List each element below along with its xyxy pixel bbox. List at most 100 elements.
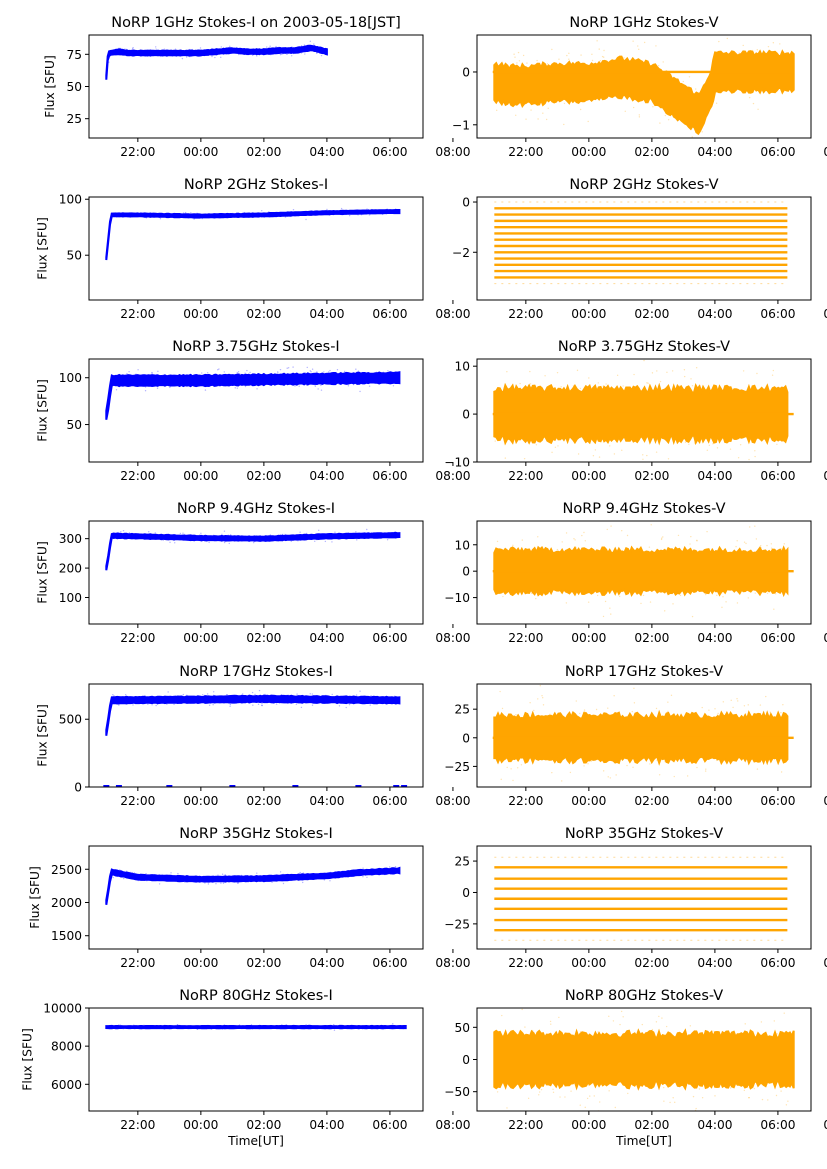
panel-title: NoRP 17GHz Stokes-V — [565, 664, 723, 680]
data-point — [533, 998, 534, 999]
data-point — [743, 705, 746, 707]
data-point — [359, 690, 361, 692]
data-point — [266, 46, 268, 48]
data-point — [619, 1023, 621, 1026]
data-point — [392, 385, 395, 387]
data-point — [313, 43, 315, 45]
data-point — [568, 58, 570, 60]
x-tick-label: 00:00 — [571, 307, 606, 321]
zero-marker — [355, 785, 362, 787]
data-point — [229, 703, 232, 706]
data-point — [614, 1106, 617, 1109]
data-point — [665, 1025, 668, 1028]
data-point — [563, 102, 566, 105]
data-point — [324, 540, 327, 543]
panel-title: NoRP 80GHz Stokes-V — [565, 988, 723, 1004]
x-tick-label: 02:00 — [634, 307, 669, 321]
data-point — [529, 383, 532, 385]
data-point — [144, 390, 147, 392]
data-point — [684, 441, 687, 443]
data-point — [204, 882, 206, 884]
data-point — [234, 387, 236, 389]
data-point — [506, 371, 508, 373]
x-tick-label: 04:00 — [697, 145, 732, 159]
data-point — [537, 118, 539, 120]
data-point — [128, 370, 130, 373]
data-point — [305, 218, 307, 221]
y-tick-label: −50 — [444, 1085, 470, 1099]
data-point — [236, 387, 238, 389]
data-point — [229, 705, 231, 707]
data-point — [200, 532, 202, 534]
data-point — [554, 446, 557, 448]
data-point — [521, 1008, 523, 1011]
data-point — [257, 703, 260, 706]
data-point — [277, 371, 279, 373]
data-point — [766, 544, 768, 547]
data-point — [229, 45, 231, 48]
x-tick-label: 04:00 — [697, 307, 732, 321]
data-point — [766, 592, 769, 595]
data-point — [249, 371, 251, 374]
data-point — [587, 120, 589, 123]
data-point — [557, 445, 559, 447]
data-point — [626, 534, 629, 537]
data-point — [512, 544, 514, 546]
x-tick-label: 00:00 — [183, 1118, 218, 1132]
x-tick-label: 02:00 — [246, 469, 281, 483]
data-point — [705, 768, 707, 770]
data-point — [754, 455, 756, 458]
panel-title: NoRP 1GHz Stokes-V — [569, 15, 718, 31]
y-tick-label: 500 — [59, 713, 82, 727]
data-point — [632, 40, 634, 42]
data-point — [714, 1095, 716, 1097]
data-point — [729, 1087, 732, 1089]
x-tick-label: 06:00 — [372, 307, 407, 321]
data-point — [237, 882, 239, 884]
y-tick-label: 0 — [462, 65, 470, 79]
plot-area — [105, 366, 401, 420]
data-point — [284, 216, 287, 218]
data-point — [695, 151, 696, 152]
x-tick-label: 08:00 — [823, 631, 827, 645]
data-point — [558, 1016, 560, 1019]
data-point — [336, 368, 339, 371]
y-tick-label: −2 — [452, 246, 470, 260]
data-point — [621, 529, 623, 532]
data-point — [708, 444, 711, 447]
data-point — [579, 712, 581, 715]
axes-frame — [88, 196, 424, 301]
data-point — [602, 615, 605, 618]
axes-frame — [88, 520, 424, 625]
x-tick-label: 00:00 — [571, 469, 606, 483]
data-point — [737, 700, 739, 702]
data-point — [568, 52, 570, 55]
data-point — [780, 1090, 782, 1092]
axes-frame — [476, 683, 812, 788]
data-point — [729, 448, 732, 450]
data-point — [726, 37, 729, 40]
data-point — [214, 56, 216, 59]
x-tick-label: 08:00 — [823, 307, 827, 321]
data-point — [510, 768, 512, 770]
data-point — [201, 372, 203, 374]
data-point — [220, 882, 222, 884]
data-point — [526, 62, 528, 64]
data-point — [151, 371, 153, 374]
data-point — [575, 700, 577, 702]
data-point — [520, 681, 521, 682]
x-tick-label: 00:00 — [183, 307, 218, 321]
data-point — [580, 54, 582, 56]
data-point — [780, 711, 782, 714]
data-point — [743, 1089, 746, 1092]
data-point — [170, 872, 172, 874]
data-point — [366, 876, 368, 879]
data-point — [261, 210, 263, 212]
y-tick-label: −10 — [444, 591, 470, 605]
data-point — [237, 882, 239, 884]
data-point — [767, 1099, 769, 1101]
x-tick-label: 22:00 — [508, 956, 543, 970]
data-point — [252, 54, 254, 57]
data-point — [316, 371, 318, 373]
y-tick-label: 50 — [66, 418, 82, 432]
